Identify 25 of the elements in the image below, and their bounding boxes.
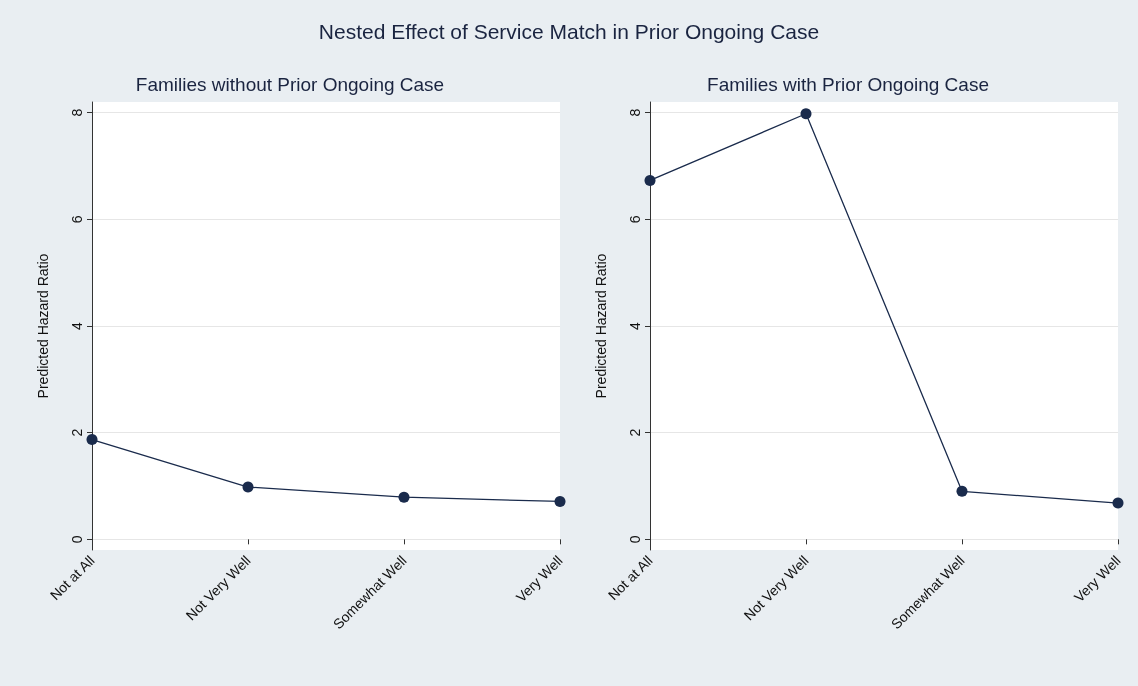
y-tick-label: 8 bbox=[627, 108, 643, 117]
point bbox=[398, 491, 410, 503]
point bbox=[86, 434, 98, 446]
y-tick-label: 2 bbox=[69, 428, 85, 437]
y-tick-label: 8 bbox=[69, 108, 85, 117]
y-tick-label: 6 bbox=[627, 215, 643, 224]
y-tick-label: 4 bbox=[627, 321, 643, 330]
x-tick-label: Not at All bbox=[604, 552, 656, 604]
point bbox=[956, 485, 968, 497]
y-axis-title: Predicted Hazard Ratio bbox=[593, 253, 609, 399]
y-tick-label: 0 bbox=[627, 535, 643, 544]
text: Nested Effect of Service Match in Prior Ongoing Case bbox=[317, 20, 821, 44]
point bbox=[554, 495, 566, 507]
chart-title: Families without Prior Ongoing Case bbox=[135, 74, 445, 95]
y-tick-label: 2 bbox=[627, 428, 643, 437]
chart-title: Families with Prior Ongoing Case bbox=[707, 74, 989, 95]
x-tick-label: Not at All bbox=[46, 552, 98, 604]
y-tick-label: 0 bbox=[69, 535, 85, 544]
point bbox=[1112, 497, 1124, 509]
point bbox=[242, 481, 254, 493]
y-axis-title: Predicted Hazard Ratio bbox=[35, 253, 51, 399]
y-tick-label: 4 bbox=[69, 321, 85, 330]
y-tick-label: 6 bbox=[69, 215, 85, 224]
point bbox=[644, 174, 656, 186]
point bbox=[800, 108, 812, 120]
